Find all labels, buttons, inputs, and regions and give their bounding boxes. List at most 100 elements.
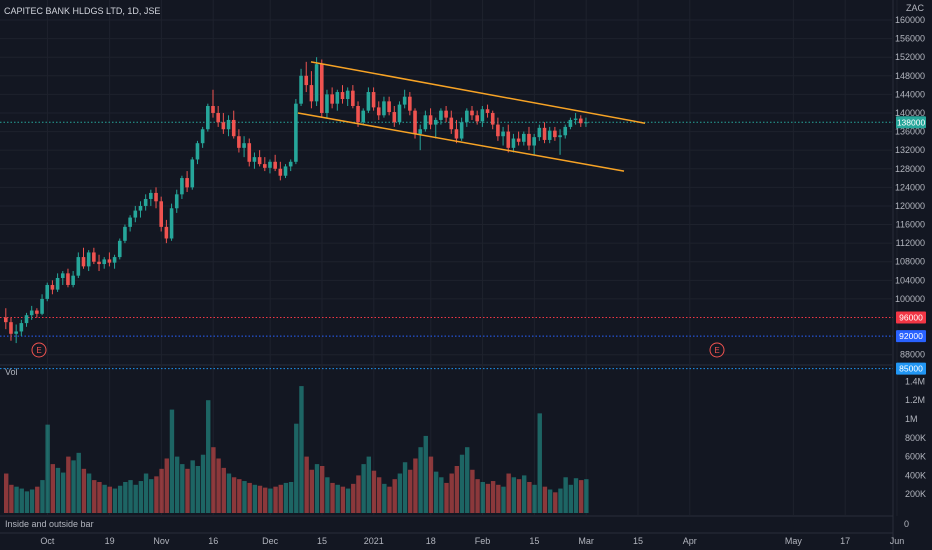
earnings-marker-circle: [709, 342, 725, 358]
candle-body: [547, 130, 552, 140]
candle: [273, 154, 277, 172]
candle-body: [496, 124, 500, 137]
candle: [568, 117, 573, 130]
time-tick-label: 2021: [364, 536, 384, 546]
volume-bar: [97, 481, 102, 513]
candle: [66, 268, 70, 288]
candle: [257, 150, 262, 167]
earnings-marker: E: [709, 342, 725, 358]
candle: [60, 271, 65, 285]
volume-bar: [408, 469, 413, 513]
candle-body: [123, 226, 127, 241]
price-tick-label: 108000: [895, 257, 925, 267]
volume-bar: [81, 468, 87, 513]
candle: [102, 257, 107, 269]
candle: [206, 103, 210, 132]
candle: [50, 280, 55, 295]
earnings-marker: E: [31, 342, 47, 358]
candle-body: [397, 104, 402, 123]
volume-bar: [475, 479, 480, 513]
volume-bar: [345, 488, 351, 513]
volume-bar: [563, 477, 568, 513]
time-tick-label: Oct: [40, 536, 55, 546]
candle: [174, 189, 179, 213]
candle: [200, 126, 205, 148]
candle-body: [532, 137, 536, 146]
earnings-marker-label: E: [36, 346, 41, 355]
candle-body: [19, 323, 24, 332]
candle: [294, 99, 298, 165]
price-tick-label: 160000: [895, 15, 925, 25]
price-badges: 138000 96000 92000 85000: [896, 116, 926, 375]
volume-bar: [14, 486, 19, 513]
candle: [511, 133, 516, 153]
volume-bar: [444, 482, 449, 513]
price-tick-label: 140000: [895, 108, 925, 118]
volume-bar: [299, 386, 304, 513]
price-badge: [896, 311, 926, 324]
candle-body: [190, 159, 195, 188]
candle-body: [542, 127, 547, 140]
candle: [268, 159, 272, 174]
volume-bar: [180, 464, 185, 513]
candle-body: [4, 317, 8, 323]
candle-body: [506, 131, 511, 148]
candle: [288, 159, 293, 172]
volume-bar: [216, 458, 221, 513]
volume-bar: [397, 473, 403, 513]
volume-bar: [92, 480, 97, 513]
candle: [376, 101, 381, 120]
volume-bar: [138, 481, 144, 513]
candle: [465, 108, 469, 127]
candle: [433, 117, 438, 139]
candle: [314, 57, 319, 106]
candle-body: [169, 208, 174, 239]
candle: [283, 164, 288, 179]
candle: [392, 106, 397, 127]
indicator-value: 0: [904, 519, 909, 529]
candle: [382, 96, 386, 118]
candle-body: [537, 127, 542, 138]
volume-bar: [542, 486, 548, 513]
candle: [226, 115, 231, 137]
volume-bar: [584, 479, 589, 513]
candle: [45, 282, 50, 302]
candle-body: [490, 112, 495, 125]
candle: [553, 126, 557, 141]
candle: [304, 61, 309, 93]
candle: [319, 59, 324, 118]
candle-body: [501, 131, 505, 137]
candle-body: [257, 157, 262, 165]
volume-bar: [356, 475, 361, 513]
candle: [527, 126, 531, 151]
candle-body: [71, 275, 75, 285]
candle-body: [185, 178, 189, 188]
volume-bar: [257, 485, 263, 513]
volume-bar: [496, 484, 501, 513]
channel-lines[interactable]: [297, 61, 646, 172]
chart-title: CAPITEC BANK HLDGS LTD, 1D, JSE: [4, 6, 160, 16]
price-tick-label: 112000: [896, 238, 925, 248]
candle: [439, 108, 443, 125]
candle: [496, 117, 500, 141]
candle-body: [283, 166, 288, 176]
candle-body: [319, 64, 324, 113]
candle-body: [226, 119, 231, 130]
volume-bar: [60, 472, 66, 513]
candle: [252, 152, 257, 169]
candle-body: [340, 92, 345, 100]
candle: [351, 85, 355, 109]
volume-bar: [573, 478, 579, 513]
candle-body: [14, 331, 18, 334]
volume-bar: [123, 481, 128, 513]
volume-tick-label: 800K: [905, 433, 926, 443]
volume-bar: [366, 456, 371, 513]
candle-body: [418, 129, 422, 134]
volume-bar: [24, 491, 30, 513]
candle-body: [371, 92, 376, 108]
volume-bar: [449, 473, 454, 513]
candle-body: [522, 133, 526, 142]
